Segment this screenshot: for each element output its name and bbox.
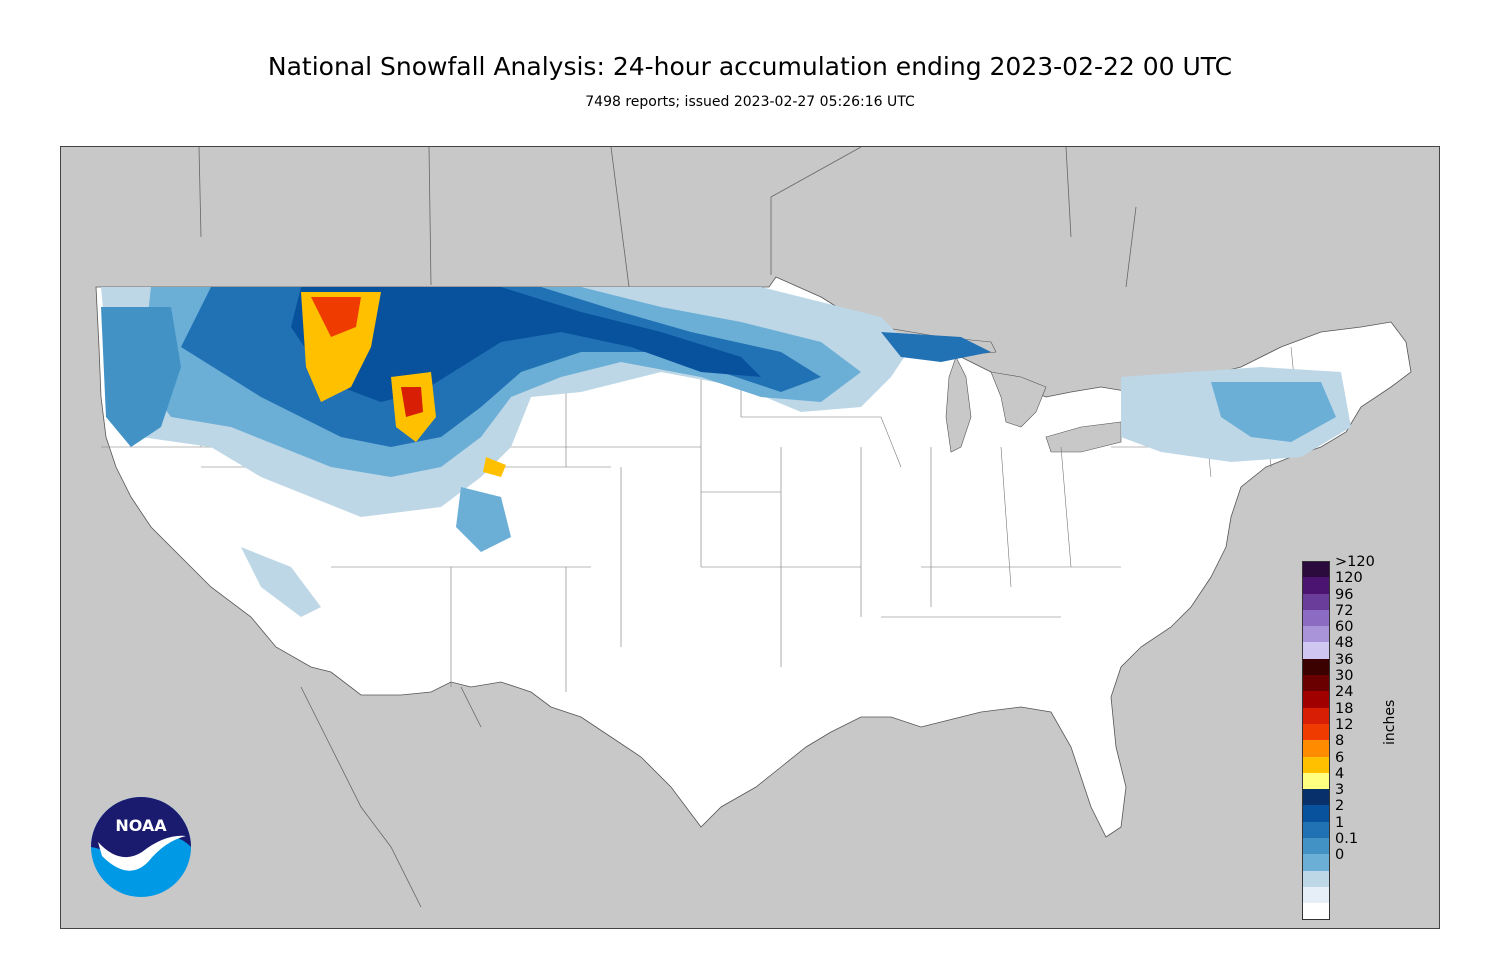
legend-swatch xyxy=(1302,886,1330,904)
legend-swatch xyxy=(1302,870,1330,887)
map-subtitle: 7498 reports; issued 2023-02-27 05:26:16… xyxy=(585,94,915,110)
legend-labels: >120 120 96 72 60 48 36 30 24 18 12 8 6 … xyxy=(1335,554,1375,864)
legend-swatch xyxy=(1302,903,1330,920)
legend-label: 36 xyxy=(1335,651,1354,668)
legend-label: 48 xyxy=(1335,635,1354,652)
legend-label: 60 xyxy=(1335,619,1354,636)
legend-swatch xyxy=(1302,642,1330,659)
legend-label: 96 xyxy=(1335,586,1354,603)
legend-swatch xyxy=(1302,838,1330,855)
legend-label: 2 xyxy=(1335,798,1345,815)
legend-swatch xyxy=(1302,854,1330,871)
legend-swatch xyxy=(1302,740,1330,757)
map-svg xyxy=(61,147,1439,928)
legend-swatch xyxy=(1302,675,1330,692)
legend-label: 6 xyxy=(1335,749,1345,766)
legend-swatch xyxy=(1302,789,1330,806)
legend-label: 0.1 xyxy=(1335,831,1359,848)
legend-label: 72 xyxy=(1335,602,1354,619)
legend-swatch xyxy=(1302,821,1330,839)
legend-label: 24 xyxy=(1335,684,1354,701)
noaa-logo: NOAA xyxy=(91,797,191,897)
legend-label: 12 xyxy=(1335,716,1354,733)
legend-label: 18 xyxy=(1335,700,1354,717)
legend-label: 1 xyxy=(1335,814,1345,831)
legend-label: 8 xyxy=(1335,733,1345,750)
legend-swatch xyxy=(1302,805,1330,822)
legend-swatch xyxy=(1302,756,1330,773)
legend-swatch xyxy=(1302,626,1330,643)
legend-swatch xyxy=(1302,609,1330,627)
legend-swatch xyxy=(1302,577,1330,594)
legend-swatch xyxy=(1302,593,1330,610)
legend-swatch xyxy=(1302,658,1330,676)
legend-units: inches xyxy=(1382,699,1398,745)
legend-label: 0 xyxy=(1335,847,1345,864)
snowfall-overlay xyxy=(101,287,1351,617)
neighbor-borders xyxy=(198,147,1137,908)
legend-label: >120 xyxy=(1335,554,1375,570)
legend-label: 30 xyxy=(1335,668,1354,685)
map-title: National Snowfall Analysis: 24-hour accu… xyxy=(267,52,1233,81)
legend-swatch xyxy=(1302,723,1330,741)
legend-label: 4 xyxy=(1335,765,1345,782)
snowfall-map[interactable] xyxy=(60,146,1440,929)
legend-label: 120 xyxy=(1335,570,1363,587)
legend-swatch xyxy=(1302,561,1330,578)
legend-swatch xyxy=(1302,772,1330,790)
legend-colorbar xyxy=(1302,561,1330,920)
noaa-logo-text: NOAA xyxy=(115,816,167,835)
legend-swatch xyxy=(1302,707,1330,724)
legend-label: 3 xyxy=(1335,782,1345,799)
legend-swatch xyxy=(1302,691,1330,708)
